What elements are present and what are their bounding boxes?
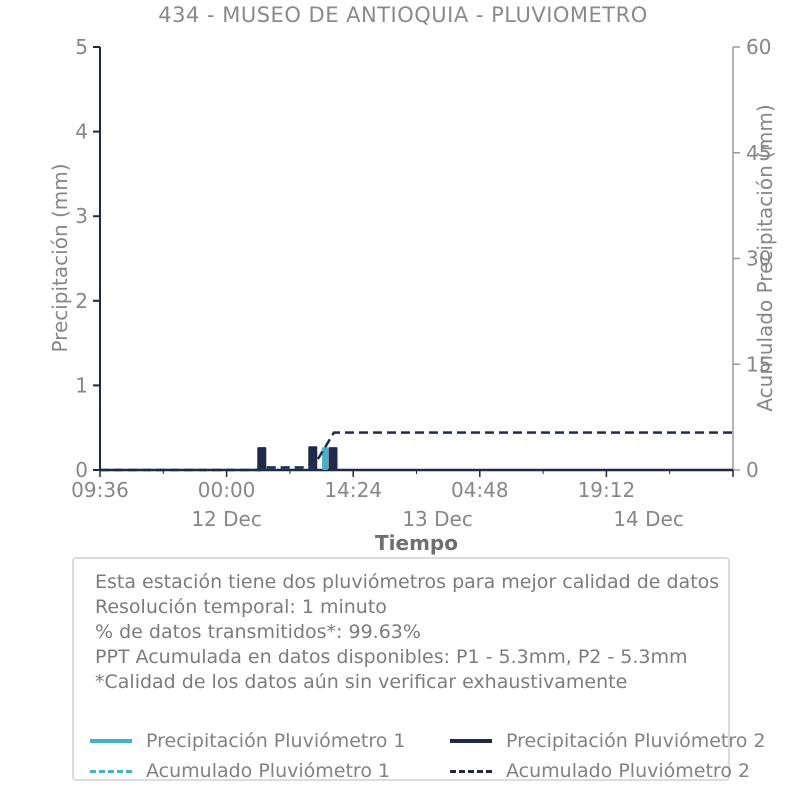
precip-bar-navy (328, 447, 338, 470)
legend-label: Precipitación Pluviómetro 1 (146, 730, 406, 752)
y-left-tick-label: 5 (75, 35, 88, 59)
x-axis-title: Tiempo (375, 531, 458, 555)
legend-item-precip-p2[interactable]: Precipitación Pluviómetro 2 (450, 730, 766, 752)
accumulated-line-navy (100, 431, 733, 472)
y-left-tick-label: 0 (75, 458, 88, 482)
info-line-resolution: Resolución temporal: 1 minuto (95, 596, 387, 618)
legend-swatch-dashed-teal (90, 769, 132, 773)
legend-row-2: Acumulado Pluviómetro 1 Acumulado Pluvió… (74, 760, 750, 782)
y-right-tick-label: 60 (746, 35, 771, 59)
info-line-quality-note: *Calidad de los datos aún sin verificar … (95, 671, 628, 693)
legend-swatch-solid-teal (90, 739, 132, 743)
x-date-label: 13 Dec (402, 507, 473, 531)
x-tick-label: 19:12 (578, 478, 636, 502)
accumulated-line-teal (100, 431, 733, 472)
x-tick-label: 14:24 (324, 478, 382, 502)
legend-swatch-solid-navy (450, 739, 492, 743)
legend-label: Acumulado Pluviómetro 1 (146, 760, 391, 782)
y-right-tick-label: 0 (746, 458, 759, 482)
legend-label: Acumulado Pluviómetro 2 (506, 760, 751, 782)
y-right-tick-label: 45 (746, 141, 771, 165)
y-right-tick-label: 15 (746, 352, 771, 376)
x-tick-label: 00:00 (198, 478, 256, 502)
x-date-label: 14 Dec (613, 507, 684, 531)
y-right-tick-label: 30 (746, 247, 771, 271)
station-info-box: Esta estación tiene dos pluviómetros par… (72, 557, 766, 782)
y-left-tick-label: 1 (75, 373, 88, 397)
x-date-label: 12 Dec (191, 507, 262, 531)
y-left-tick-label: 3 (75, 204, 88, 228)
y-left-tick-label: 2 (75, 289, 88, 313)
x-tick-label: 04:48 (451, 478, 509, 502)
station-info-text: Esta estación tiene dos pluviómetros par… (74, 559, 728, 695)
info-line-station: Esta estación tiene dos pluviómetros par… (95, 571, 720, 593)
legend-label: Precipitación Pluviómetro 2 (506, 730, 766, 752)
info-line-accumulated: PPT Acumulada en datos disponibles: P1 -… (95, 646, 688, 668)
legend-swatch-dashed-navy (450, 769, 492, 773)
chart-title: 434 - MUSEO DE ANTIOQUIA - PLUVIOMETRO (158, 3, 648, 27)
y-left-tick-label: 4 (75, 120, 88, 144)
legend-row-1: Precipitación Pluviómetro 1 Precipitació… (74, 730, 766, 752)
precip-bar-navy (257, 447, 267, 470)
legend-item-precip-p1[interactable]: Precipitación Pluviómetro 1 (90, 730, 406, 752)
precip-bar-teal (322, 447, 329, 470)
legend-item-accum-p1[interactable]: Acumulado Pluviómetro 1 (90, 760, 390, 782)
legend-item-accum-p2[interactable]: Acumulado Pluviómetro 2 (450, 760, 750, 782)
x-tick-label: 09:36 (71, 478, 129, 502)
info-line-transmitted: % de datos transmitidos*: 99.63% (95, 621, 421, 643)
